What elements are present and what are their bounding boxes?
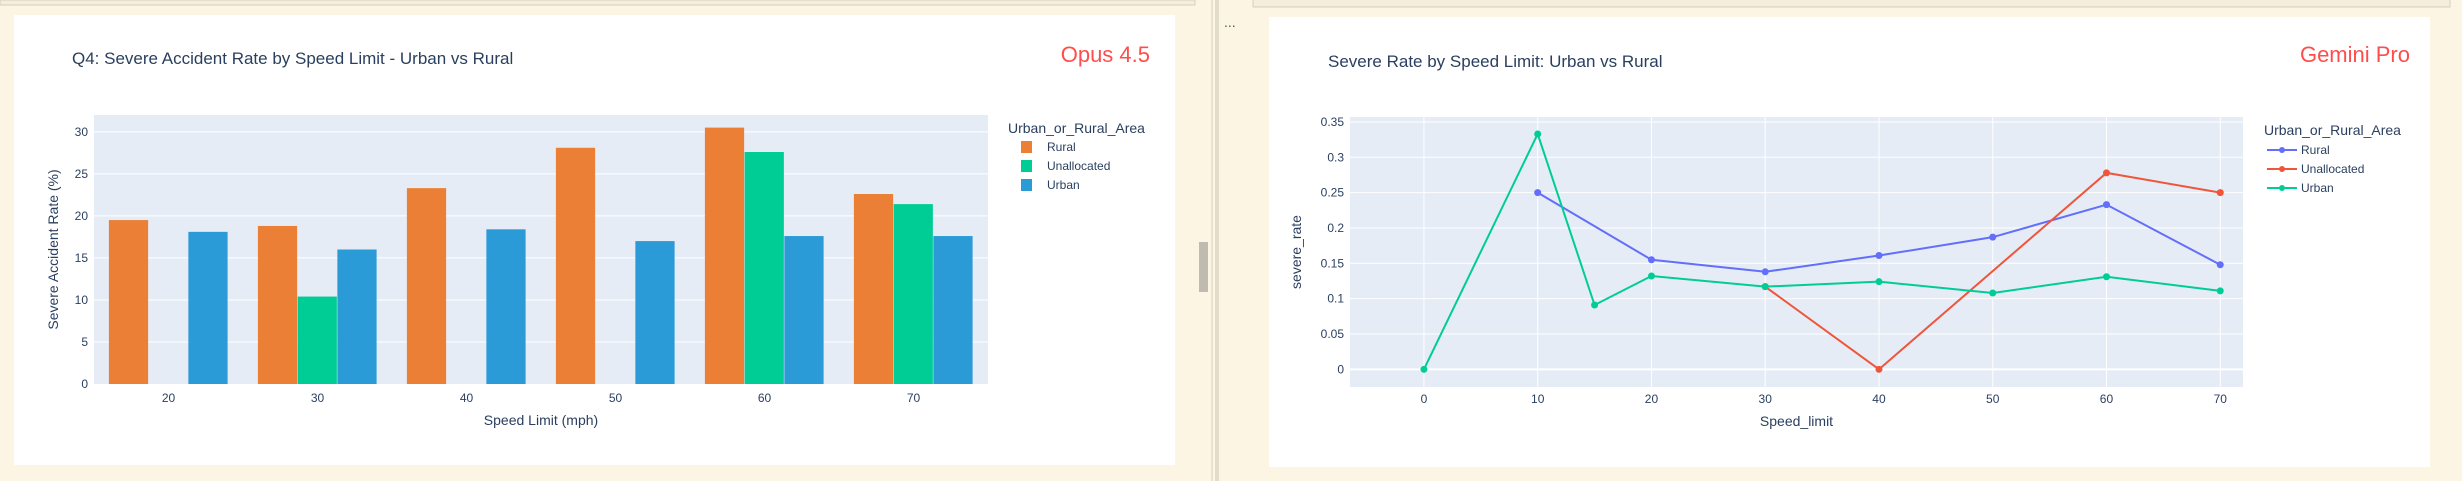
legend-item-urban: Urban — [2301, 181, 2334, 195]
point-urban-15 — [1591, 301, 1599, 309]
point-rural-40 — [1875, 252, 1883, 260]
overflow-marker[interactable]: ... — [1224, 14, 1236, 30]
chart-title: Q4: Severe Accident Rate by Speed Limit … — [72, 49, 513, 68]
y-tick-label: 0.35 — [1321, 115, 1345, 129]
point-urban-50 — [1989, 289, 1997, 297]
point-unallocated-70 — [2216, 189, 2224, 197]
x-tick-label: 60 — [758, 391, 772, 405]
bar-rural-40 — [406, 188, 447, 384]
x-tick-label: 70 — [2214, 392, 2228, 406]
x-tick-label: 50 — [609, 391, 623, 405]
bar-urban-50 — [635, 241, 675, 384]
bar-chart: 0 5 10 15 20 25 30 20 30 40 50 60 70 Q4: Severe Accid… — [45, 42, 1150, 428]
point-unallocated-40 — [1875, 365, 1883, 373]
point-rural-30 — [1761, 268, 1769, 276]
legend-marker-urban — [2279, 185, 2285, 191]
top-strip-left — [0, 0, 1196, 6]
point-urban-10 — [1534, 130, 1542, 138]
legend-item-unallocated: Unallocated — [2301, 162, 2364, 176]
y-tick-label: 10 — [75, 293, 89, 307]
legend-swatch-unallocated — [1021, 160, 1032, 172]
legend-title: Urban_or_Rural_Area — [1008, 120, 1145, 136]
y-tick-label: 15 — [75, 251, 89, 265]
x-tick-label: 20 — [1645, 392, 1659, 406]
model-tag: Gemini Pro — [2300, 42, 2410, 67]
bar-rural-20 — [108, 220, 149, 384]
bar-urban-20 — [188, 231, 228, 384]
legend-title: Urban_or_Rural_Area — [2264, 122, 2401, 138]
plot-area — [1350, 117, 2243, 387]
point-urban-30 — [1761, 283, 1769, 291]
y-tick-label: 0.15 — [1321, 256, 1345, 270]
bar-unallocated-30 — [297, 296, 337, 384]
point-unallocated-60 — [2102, 169, 2110, 177]
plot-area — [94, 115, 988, 384]
line-unallocated — [1764, 171, 2221, 371]
point-urban-70 — [2216, 287, 2224, 295]
point-rural-20 — [1647, 256, 1655, 264]
x-tick-label: 30 — [1759, 392, 1773, 406]
chart-title: Severe Rate by Speed Limit: Urban vs Rur… — [1328, 52, 1663, 71]
point-urban-0 — [1420, 365, 1428, 373]
x-tick-label: 20 — [162, 391, 176, 405]
y-tick-label: 5 — [81, 335, 88, 349]
pane-divider-handle[interactable] — [1215, 0, 1219, 481]
legend-item-urban: Urban — [1047, 178, 1080, 192]
y-axis-label: Severe Accident Rate (%) — [45, 169, 61, 329]
x-tick-label: 40 — [1872, 392, 1886, 406]
legend-item-unallocated: Unallocated — [1047, 159, 1110, 173]
y-tick-label: 0.25 — [1321, 186, 1345, 200]
y-tick-label: 0.1 — [1327, 292, 1344, 306]
bar-rural-50 — [555, 147, 596, 384]
bar-rural-30 — [257, 225, 298, 384]
x-tick-label: 30 — [311, 391, 325, 405]
x-tick-label: 10 — [1531, 392, 1545, 406]
point-urban-40 — [1875, 278, 1883, 286]
legend-marker-rural — [2279, 147, 2285, 153]
legend-swatch-urban — [1021, 179, 1032, 191]
x-tick-label: 40 — [460, 391, 474, 405]
legend-marker-unallocated — [2279, 166, 2285, 172]
scrollbar-thumb[interactable] — [1199, 242, 1208, 292]
x-axis-label: Speed Limit (mph) — [484, 412, 598, 428]
legend-swatch-rural — [1021, 141, 1032, 153]
bar-unallocated-70 — [893, 204, 933, 384]
bar-urban-30 — [337, 249, 377, 384]
bar-urban-40 — [486, 229, 526, 384]
point-rural-70 — [2216, 261, 2224, 269]
line-chart: 0 10 20 30 40 50 60 70 0 0.05 0.1 0.15 0.2 0.25 0.3 0.3… — [1288, 42, 2410, 429]
x-tick-label: 60 — [2100, 392, 2114, 406]
y-tick-label: 20 — [75, 209, 89, 223]
y-tick-label: 0 — [1337, 362, 1344, 376]
x-tick-label: 50 — [1986, 392, 2000, 406]
point-rural-60 — [2102, 201, 2110, 209]
bar-unallocated-60 — [744, 151, 784, 384]
y-tick-label: 25 — [75, 167, 89, 181]
point-urban-60 — [2102, 273, 2110, 281]
x-tick-label: 70 — [907, 391, 921, 405]
top-strip-right — [1252, 0, 2451, 8]
point-rural-10 — [1534, 189, 1542, 197]
y-tick-label: 0.2 — [1327, 221, 1344, 235]
y-tick-label: 30 — [75, 125, 89, 139]
legend-item-rural: Rural — [1047, 140, 1076, 154]
bar-urban-60 — [784, 236, 824, 384]
point-rural-50 — [1989, 233, 1997, 241]
y-axis-label: severe_rate — [1288, 215, 1304, 289]
y-tick-label: 0.05 — [1321, 327, 1345, 341]
y-tick-label: 0 — [81, 377, 88, 391]
y-tick-label: 0.3 — [1327, 150, 1344, 164]
point-urban-20 — [1647, 272, 1655, 280]
bar-rural-70 — [853, 194, 894, 384]
x-tick-label: 0 — [1421, 392, 1428, 406]
x-axis-label: Speed_limit — [1760, 413, 1833, 429]
bar-urban-70 — [933, 236, 973, 384]
model-tag: Opus 4.5 — [1061, 42, 1150, 67]
legend-item-rural: Rural — [2301, 143, 2330, 157]
bar-rural-60 — [704, 127, 745, 384]
